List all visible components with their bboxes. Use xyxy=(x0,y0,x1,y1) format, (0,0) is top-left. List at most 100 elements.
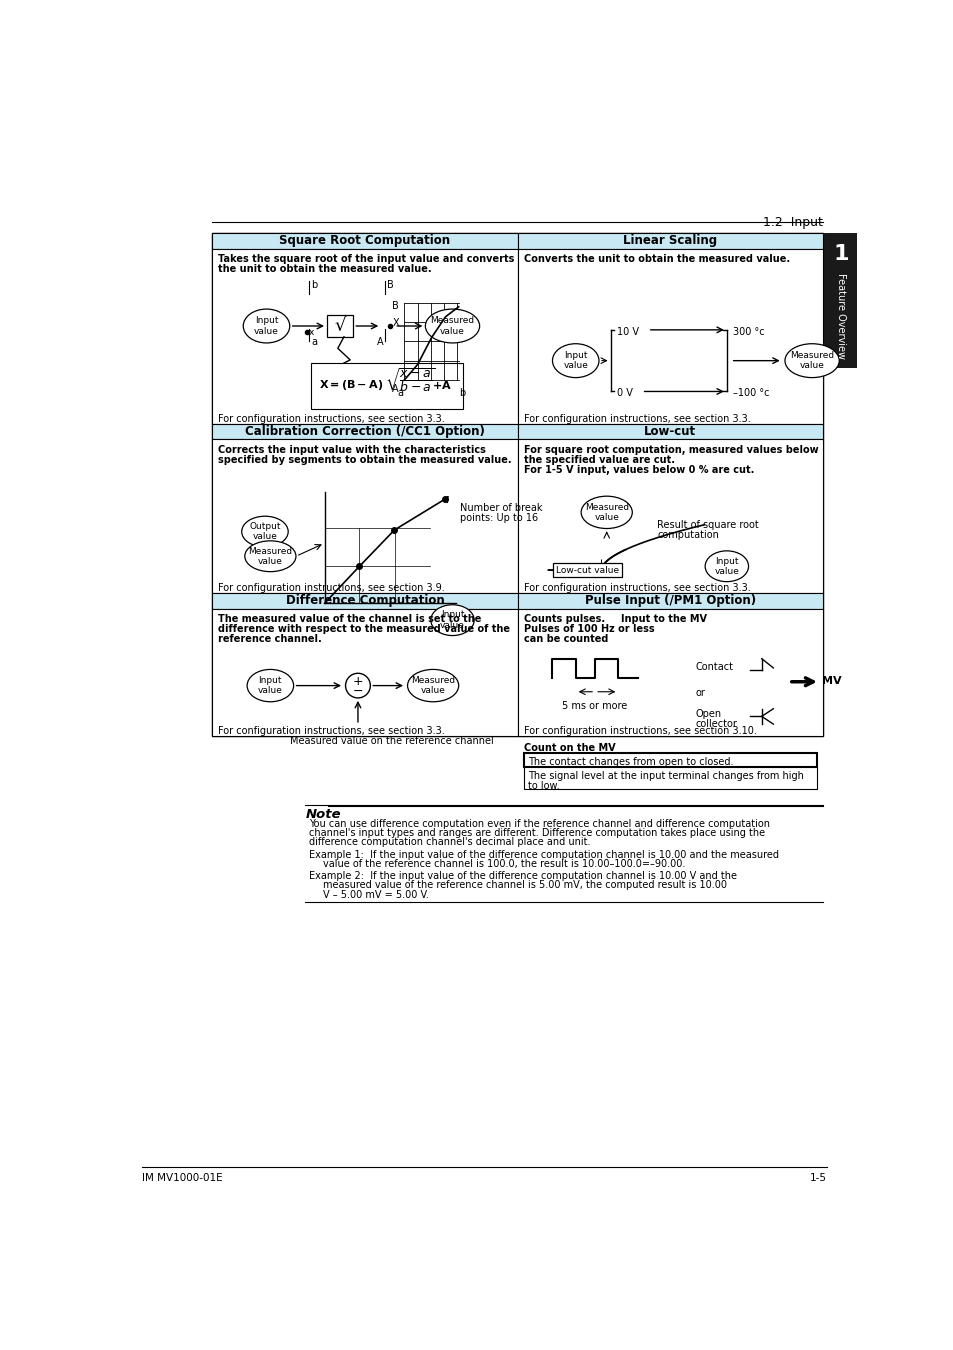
Text: Calibration Correction (/CC1 Option): Calibration Correction (/CC1 Option) xyxy=(245,425,484,437)
Text: −: − xyxy=(353,684,363,698)
Text: Measured
value: Measured value xyxy=(411,676,455,695)
Text: value of the reference channel is 100.0, the result is 10.00–100.0=–90.00.: value of the reference channel is 100.0,… xyxy=(323,859,685,869)
Bar xyxy=(212,232,517,248)
Text: x: x xyxy=(308,328,314,338)
Text: to low.: to low. xyxy=(527,782,558,791)
Ellipse shape xyxy=(245,541,295,571)
Ellipse shape xyxy=(247,670,294,702)
Text: a: a xyxy=(396,387,402,398)
Text: Result of square root: Result of square root xyxy=(657,520,758,531)
Text: Measured
value: Measured value xyxy=(248,547,293,566)
Ellipse shape xyxy=(580,497,632,528)
Bar xyxy=(212,593,517,609)
Text: collector: collector xyxy=(695,720,737,729)
Text: points: Up to 16: points: Up to 16 xyxy=(459,513,537,522)
Text: +: + xyxy=(353,675,363,688)
Text: Low-cut: Low-cut xyxy=(643,425,696,437)
Text: Converts the unit to obtain the measured value.: Converts the unit to obtain the measured… xyxy=(523,254,789,265)
Text: $\sqrt{\dfrac{x - a}{b - a}}$: $\sqrt{\dfrac{x - a}{b - a}}$ xyxy=(385,366,436,394)
Text: For square root computation, measured values below: For square root computation, measured va… xyxy=(523,444,818,455)
Text: A: A xyxy=(392,383,398,394)
Text: Input to the MV: Input to the MV xyxy=(620,614,706,624)
Ellipse shape xyxy=(243,309,290,343)
Text: B: B xyxy=(392,301,398,312)
Bar xyxy=(517,248,822,424)
Ellipse shape xyxy=(784,344,839,378)
Text: The signal level at the input terminal changes from high: The signal level at the input terminal c… xyxy=(527,771,802,782)
Text: 5 ms or more: 5 ms or more xyxy=(562,701,627,711)
Text: X: X xyxy=(393,319,399,328)
Text: Low-cut value: Low-cut value xyxy=(556,566,618,575)
Bar xyxy=(327,316,353,336)
Text: reference channel.: reference channel. xyxy=(218,634,322,644)
Text: measured value of the reference channel is 5.00 mV, the computed result is 10.00: measured value of the reference channel … xyxy=(323,880,726,891)
Text: Measured
value: Measured value xyxy=(584,502,628,522)
Bar xyxy=(212,439,517,593)
Text: Pulses of 100 Hz or less: Pulses of 100 Hz or less xyxy=(523,624,654,634)
Bar xyxy=(523,767,816,788)
Bar xyxy=(212,424,517,439)
Bar xyxy=(311,363,462,409)
Bar xyxy=(212,248,517,424)
Text: or: or xyxy=(695,688,705,698)
Text: For configuration instructions, see section 3.10.: For configuration instructions, see sect… xyxy=(523,726,756,736)
Text: Input
value: Input value xyxy=(562,351,588,370)
Text: Count on the MV: Count on the MV xyxy=(523,744,615,753)
Text: Input
value: Input value xyxy=(257,676,282,695)
Bar xyxy=(517,593,822,609)
Text: computation: computation xyxy=(657,531,719,540)
Text: Pulse Input (/PM1 Option): Pulse Input (/PM1 Option) xyxy=(584,594,755,608)
Bar xyxy=(523,753,816,767)
Text: 0 V: 0 V xyxy=(617,389,632,398)
Text: IM MV1000-01E: IM MV1000-01E xyxy=(142,1173,223,1183)
Text: For configuration instructions, see section 3.3.: For configuration instructions, see sect… xyxy=(218,414,445,424)
Text: Input
value: Input value xyxy=(439,610,464,630)
Ellipse shape xyxy=(704,551,748,582)
Text: Input
value: Input value xyxy=(714,556,739,576)
Text: $\mathbf{+ A}$: $\mathbf{+ A}$ xyxy=(431,378,451,390)
Text: B: B xyxy=(387,279,394,290)
Bar xyxy=(212,609,517,736)
Text: Square Root Computation: Square Root Computation xyxy=(279,235,450,247)
Text: Counts pulses.: Counts pulses. xyxy=(523,614,604,624)
Text: –100 °c: –100 °c xyxy=(732,389,769,398)
Ellipse shape xyxy=(241,516,288,547)
Text: 10 V: 10 V xyxy=(617,327,639,336)
Text: Measured
value: Measured value xyxy=(430,316,474,336)
Text: V – 5.00 mV = 5.00 V.: V – 5.00 mV = 5.00 V. xyxy=(323,890,429,899)
Text: The contact changes from open to closed.: The contact changes from open to closed. xyxy=(527,757,733,767)
Text: difference computation channel's decimal place and unit.: difference computation channel's decimal… xyxy=(309,837,590,848)
Text: 300 °c: 300 °c xyxy=(732,327,764,336)
Text: specified by segments to obtain the measured value.: specified by segments to obtain the meas… xyxy=(218,455,512,464)
Bar xyxy=(823,232,856,367)
Text: The measured value of the channel is set to the: The measured value of the channel is set… xyxy=(218,614,481,624)
Text: √: √ xyxy=(334,317,346,335)
Text: For 1-5 V input, values below 0 % are cut.: For 1-5 V input, values below 0 % are cu… xyxy=(523,464,754,475)
Text: channel's input types and ranges are different. Difference computation takes pla: channel's input types and ranges are dif… xyxy=(309,828,764,838)
Text: Note: Note xyxy=(305,809,340,821)
Ellipse shape xyxy=(425,309,479,343)
Text: Number of break: Number of break xyxy=(459,504,542,513)
Text: Feature Overview: Feature Overview xyxy=(835,273,845,359)
Text: For configuration instructions, see section 3.3.: For configuration instructions, see sect… xyxy=(523,583,750,593)
Text: Example 1:  If the input value of the difference computation channel is 10.00 an: Example 1: If the input value of the dif… xyxy=(309,849,779,860)
Text: b: b xyxy=(458,387,464,398)
Text: difference with respect to the measured value of the: difference with respect to the measured … xyxy=(218,624,510,634)
Text: b: b xyxy=(311,279,317,290)
Text: the specified value are cut.: the specified value are cut. xyxy=(523,455,674,464)
Text: $\mathbf{X = (B - A)}$: $\mathbf{X = (B - A)}$ xyxy=(319,378,383,392)
Text: a: a xyxy=(311,336,317,347)
Text: Example 2:  If the input value of the difference computation channel is 10.00 V : Example 2: If the input value of the dif… xyxy=(309,871,737,882)
Text: the unit to obtain the measured value.: the unit to obtain the measured value. xyxy=(218,265,432,274)
Bar xyxy=(517,232,822,248)
Bar xyxy=(517,439,822,593)
Text: MV: MV xyxy=(821,676,841,686)
Text: For configuration instructions, see section 3.3.: For configuration instructions, see sect… xyxy=(218,726,445,736)
Text: Input
value: Input value xyxy=(253,316,278,336)
Text: Takes the square root of the input value and converts: Takes the square root of the input value… xyxy=(218,254,515,265)
Ellipse shape xyxy=(552,344,598,378)
Bar xyxy=(212,232,822,736)
Ellipse shape xyxy=(407,670,458,702)
Text: You can use difference computation even if the reference channel and difference : You can use difference computation even … xyxy=(309,819,769,829)
Text: Measured
value: Measured value xyxy=(789,351,833,370)
